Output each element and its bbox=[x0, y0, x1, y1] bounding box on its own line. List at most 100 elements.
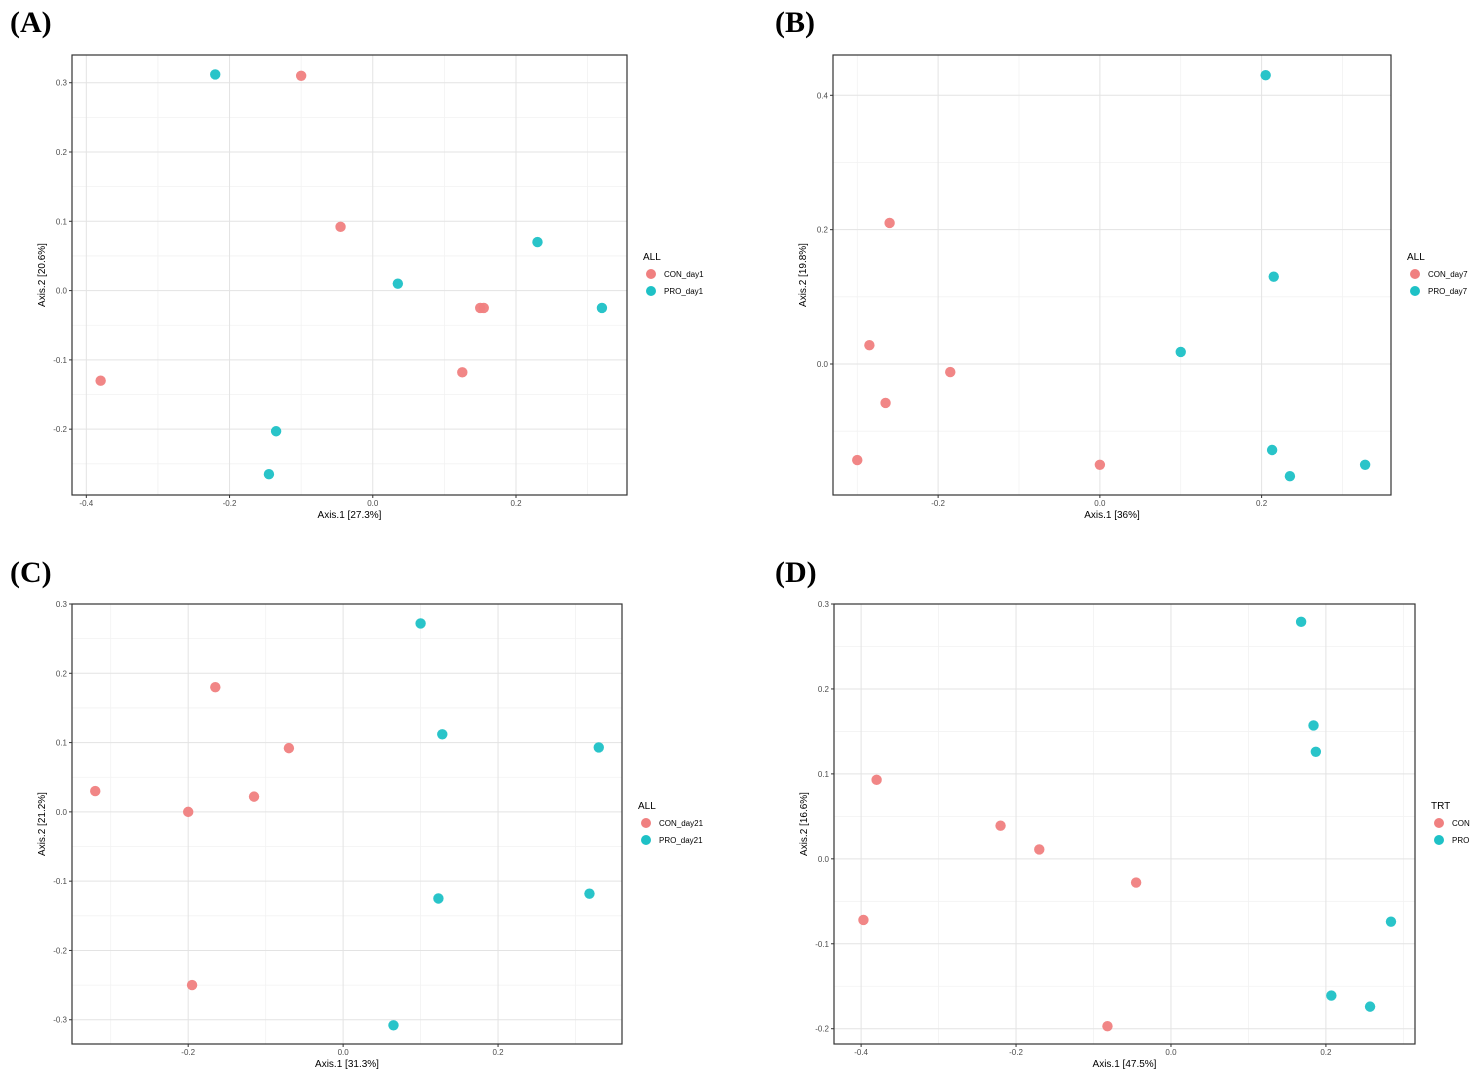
point-CON_day1 bbox=[335, 221, 346, 233]
legend-key bbox=[1434, 835, 1444, 845]
y-tick-label: -0.2 bbox=[53, 425, 67, 434]
panel-1: (B) -0.2 0.0 0.2 0.0 0.2 0.4 Axis.1 [36%] Axis.2… bbox=[775, 6, 1468, 521]
y-tick-label: 0.0 bbox=[817, 360, 829, 369]
point-PRO_day7 bbox=[1260, 69, 1271, 81]
point-PRO_day1 bbox=[270, 426, 282, 437]
legend-label: PRO_day7 bbox=[1428, 287, 1468, 296]
x-axis-title: Axis.1 [36%] bbox=[1084, 510, 1140, 521]
point-CON_day7 bbox=[864, 339, 875, 351]
legend-label: PRO bbox=[1452, 836, 1469, 845]
x-tick-label: 0.0 bbox=[1165, 1048, 1177, 1057]
point-PRO bbox=[1364, 1001, 1376, 1012]
x-tick-label: -0.2 bbox=[931, 499, 945, 508]
y-tick-label: 0.3 bbox=[56, 600, 68, 609]
legend-label: PRO_day1 bbox=[664, 287, 704, 296]
x-axis-title: Axis.1 [47.5%] bbox=[1093, 1059, 1157, 1070]
points bbox=[858, 616, 1397, 1032]
legend-key bbox=[1410, 269, 1420, 279]
point-CON_day21 bbox=[248, 791, 260, 802]
point-PRO_day21 bbox=[584, 888, 595, 899]
panel-letter: (C) bbox=[10, 556, 52, 589]
point-CON_day7 bbox=[852, 454, 863, 466]
y-tick-label: 0.3 bbox=[56, 79, 68, 88]
legend-key bbox=[641, 835, 651, 845]
point-CON_day21 bbox=[90, 785, 101, 797]
legend-title: ALL bbox=[643, 252, 661, 263]
point-PRO_day7 bbox=[1284, 470, 1296, 482]
point-CON_day21 bbox=[182, 806, 194, 818]
points bbox=[852, 69, 1371, 482]
y-axis-title: Axis.2 [20.6%] bbox=[37, 243, 48, 307]
point-CON_day21 bbox=[283, 742, 295, 754]
x-tick-label: -0.2 bbox=[181, 1048, 195, 1057]
point-CON_day1 bbox=[95, 375, 106, 386]
x-tick-label: 0.2 bbox=[1256, 499, 1268, 508]
x-tick-label: -0.2 bbox=[1009, 1048, 1023, 1057]
grid bbox=[833, 55, 1391, 495]
point-CON_day1 bbox=[295, 70, 307, 81]
y-tick-label: -0.2 bbox=[815, 1025, 829, 1034]
y-tick-label: 0.1 bbox=[818, 770, 830, 779]
grid bbox=[72, 604, 622, 1044]
panel-letter: (B) bbox=[775, 6, 815, 39]
x-tick-label: 0.2 bbox=[510, 499, 522, 508]
legend-title: ALL bbox=[1407, 252, 1425, 263]
x-tick-label: -0.4 bbox=[79, 499, 93, 508]
point-PRO_day1 bbox=[210, 69, 221, 80]
legend-key bbox=[1410, 286, 1420, 296]
point-PRO_day21 bbox=[437, 729, 448, 740]
x-tick-label: 0.2 bbox=[1320, 1048, 1332, 1057]
point-PRO_day7 bbox=[1268, 271, 1279, 282]
x-axis-title: Axis.1 [27.3%] bbox=[318, 510, 382, 521]
point-CON bbox=[858, 914, 869, 926]
y-tick-label: 0.3 bbox=[818, 600, 830, 609]
point-PRO_day21 bbox=[388, 1020, 399, 1031]
point-CON_day7 bbox=[880, 397, 891, 409]
x-tick-label: -0.2 bbox=[223, 499, 237, 508]
legend-key bbox=[646, 286, 656, 296]
y-tick-label: 0.0 bbox=[56, 287, 68, 296]
point-PRO_day21 bbox=[433, 893, 444, 904]
plot-frame bbox=[832, 54, 1392, 496]
plot-frame bbox=[833, 603, 1416, 1045]
point-CON bbox=[1034, 844, 1045, 855]
x-tick-label: 0.0 bbox=[1094, 499, 1106, 508]
point-CON bbox=[871, 774, 882, 786]
y-axis-title: Axis.2 [19.8%] bbox=[798, 243, 809, 307]
legend-label: CON_day1 bbox=[664, 270, 704, 279]
point-PRO_day1 bbox=[392, 278, 404, 289]
point-PRO bbox=[1326, 990, 1337, 1001]
legend-label: CON bbox=[1452, 819, 1470, 828]
x-tick-label: 0.2 bbox=[492, 1048, 504, 1057]
x-axis-title: Axis.1 [31.3%] bbox=[315, 1059, 379, 1070]
point-PRO bbox=[1295, 616, 1307, 628]
point-CON_day7 bbox=[945, 366, 956, 378]
legend-key bbox=[1434, 818, 1444, 828]
y-tick-label: 0.4 bbox=[817, 91, 829, 100]
y-axis-title: Axis.2 [21.2%] bbox=[37, 792, 48, 856]
point-PRO_day7 bbox=[1359, 459, 1371, 470]
y-tick-label: 0.2 bbox=[818, 685, 830, 694]
panel-letter: (A) bbox=[10, 6, 52, 39]
point-CON bbox=[1130, 877, 1142, 888]
point-PRO_day7 bbox=[1175, 346, 1186, 358]
point-PRO_day1 bbox=[596, 302, 608, 314]
panel-letter: (D) bbox=[775, 556, 817, 589]
y-tick-label: 0.0 bbox=[56, 808, 68, 817]
y-tick-label: 0.2 bbox=[56, 669, 68, 678]
y-axis-title: Axis.2 [16.6%] bbox=[799, 792, 810, 856]
legend-label: CON_day7 bbox=[1428, 270, 1468, 279]
plot-frame bbox=[71, 54, 628, 496]
point-CON_day1 bbox=[457, 367, 468, 378]
y-tick-label: -0.1 bbox=[815, 940, 829, 949]
x-tick-label: -0.4 bbox=[854, 1048, 868, 1057]
point-PRO_day21 bbox=[415, 618, 426, 629]
point-CON bbox=[995, 820, 1006, 831]
point-CON_day1 bbox=[478, 302, 489, 314]
point-CON_day21 bbox=[210, 681, 221, 693]
point-PRO bbox=[1385, 916, 1397, 927]
